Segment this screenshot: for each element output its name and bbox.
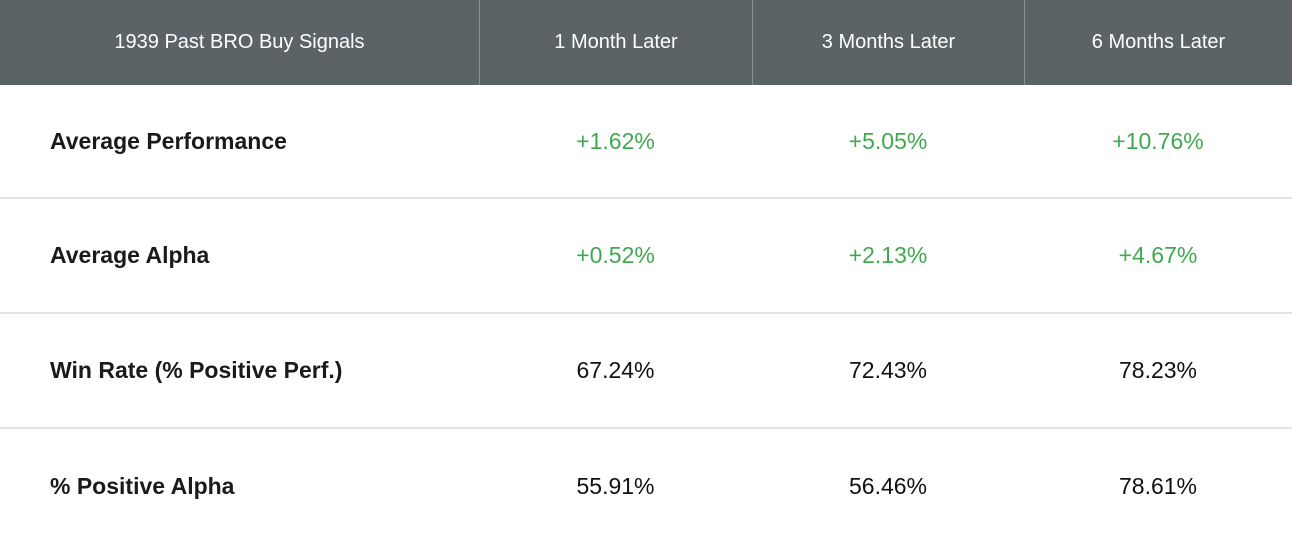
row-label-average-alpha: Average Alpha <box>0 199 479 314</box>
row-label-positive-alpha: % Positive Alpha <box>0 429 479 543</box>
cell-average-performance-1m: +1.62% <box>479 85 752 199</box>
cell-positive-alpha-6m: 78.61% <box>1024 429 1292 543</box>
cell-positive-alpha-3m: 56.46% <box>752 429 1024 543</box>
cell-average-performance-3m: +5.05% <box>752 85 1024 199</box>
header-6-months: 6 Months Later <box>1024 0 1292 85</box>
cell-average-performance-6m: +10.76% <box>1024 85 1292 199</box>
row-label-average-performance: Average Performance <box>0 85 479 199</box>
cell-average-alpha-1m: +0.52% <box>479 199 752 314</box>
header-3-months: 3 Months Later <box>752 0 1024 85</box>
cell-positive-alpha-1m: 55.91% <box>479 429 752 543</box>
cell-average-alpha-6m: +4.67% <box>1024 199 1292 314</box>
row-label-win-rate: Win Rate (% Positive Perf.) <box>0 314 479 429</box>
cell-win-rate-6m: 78.23% <box>1024 314 1292 429</box>
header-1-month: 1 Month Later <box>479 0 752 85</box>
cell-win-rate-1m: 67.24% <box>479 314 752 429</box>
header-signals: 1939 Past BRO Buy Signals <box>0 0 479 85</box>
cell-win-rate-3m: 72.43% <box>752 314 1024 429</box>
cell-average-alpha-3m: +2.13% <box>752 199 1024 314</box>
